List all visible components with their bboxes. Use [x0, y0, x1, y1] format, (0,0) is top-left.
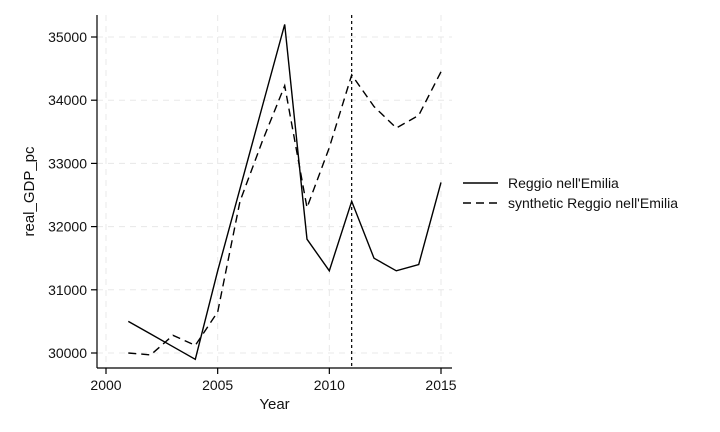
series-line-reggio — [127, 24, 442, 361]
axes: 30000 31000 32000 33000 34000 35000 2000 2005 20… — [48, 15, 457, 393]
plot-area — [127, 15, 442, 368]
x-tick-label: 2015 — [425, 377, 456, 393]
x-tick-label: 2000 — [90, 377, 121, 393]
x-tick-label: 2005 — [202, 377, 233, 393]
y-tick-label: 30000 — [48, 345, 87, 361]
x-tick-label: 2010 — [314, 377, 345, 393]
y-tick-label: 32000 — [48, 219, 87, 235]
legend-label-reggio: Reggio nell'Emilia — [508, 175, 619, 191]
y-tick-label: 31000 — [48, 282, 87, 298]
series-line-synthetic — [128, 71, 442, 356]
y-axis-title: real_GDP_pc — [21, 146, 38, 237]
legend-label-synthetic: synthetic Reggio nell'Emilia — [508, 195, 678, 211]
y-tick-label: 35000 — [48, 29, 87, 45]
legend: Reggio nell'Emilia synthetic Reggio nell… — [463, 175, 678, 211]
gridlines — [97, 15, 452, 368]
y-tick-label: 34000 — [48, 92, 87, 108]
x-axis-title: Year — [259, 396, 289, 413]
y-tick-label: 33000 — [48, 155, 87, 171]
